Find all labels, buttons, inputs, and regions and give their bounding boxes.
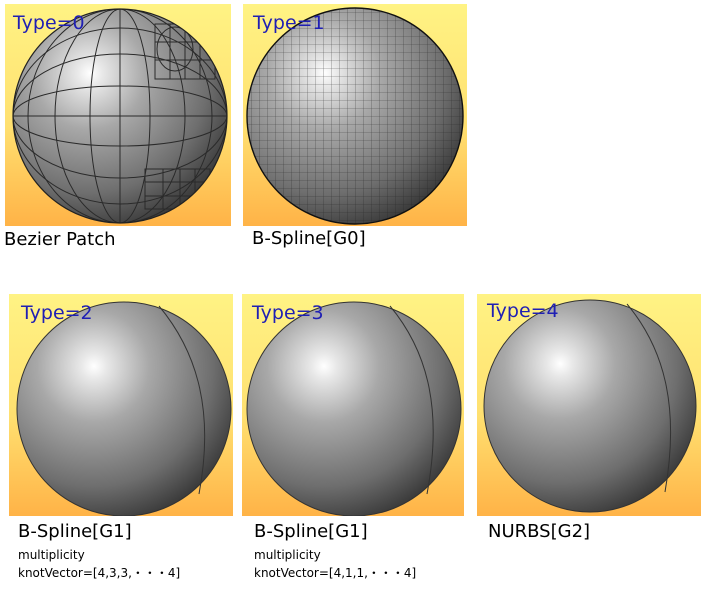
panel-type1: Type=1 (243, 4, 467, 226)
caption-bspline-g1-a: B-Spline[G1] (18, 521, 132, 542)
detail-multiplicity-a: multiplicity (18, 548, 85, 562)
type-label: Type=0 (13, 12, 85, 34)
caption-bspline-g0: B-Spline[G0] (252, 228, 366, 249)
bspline-g1-sphere-image (242, 294, 464, 516)
detail-multiplicity-b: multiplicity (254, 548, 321, 562)
caption-bezier-patch: Bezier Patch (4, 229, 116, 250)
type-label: Type=4 (487, 300, 559, 322)
caption-bspline-g1-b: B-Spline[G1] (254, 521, 368, 542)
detail-knot-vector-b: knotVector=[4,1,1,・・・4] (254, 566, 417, 580)
type-label: Type=2 (21, 302, 93, 324)
bezier-patch-sphere-image (5, 4, 231, 226)
panel-type2: Type=2 (9, 294, 233, 516)
bspline-g0-sphere-image (243, 4, 467, 226)
type-label: Type=3 (252, 302, 324, 324)
caption-nurbs-g2: NURBS[G2] (488, 521, 591, 542)
panel-type0: Type=0 (5, 4, 231, 226)
panel-type3: Type=3 (242, 294, 464, 516)
panel-type4: Type=4 (477, 294, 701, 516)
bspline-g1-sphere-image (9, 294, 233, 516)
type-label: Type=1 (253, 12, 325, 34)
nurbs-g2-sphere-image (477, 294, 701, 516)
detail-knot-vector-a: knotVector=[4,3,3,・・・4] (18, 566, 181, 580)
